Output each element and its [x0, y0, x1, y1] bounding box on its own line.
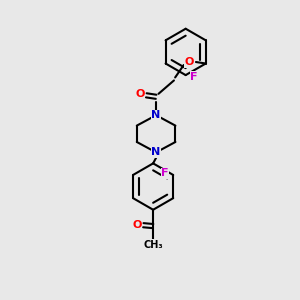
Text: N: N: [152, 147, 161, 158]
Text: N: N: [152, 110, 161, 120]
Text: O: O: [135, 89, 144, 99]
Text: F: F: [161, 169, 169, 178]
Text: O: O: [132, 220, 142, 230]
Text: CH₃: CH₃: [143, 240, 163, 250]
Text: F: F: [190, 72, 198, 82]
Text: N: N: [152, 110, 161, 120]
Text: O: O: [185, 57, 194, 67]
